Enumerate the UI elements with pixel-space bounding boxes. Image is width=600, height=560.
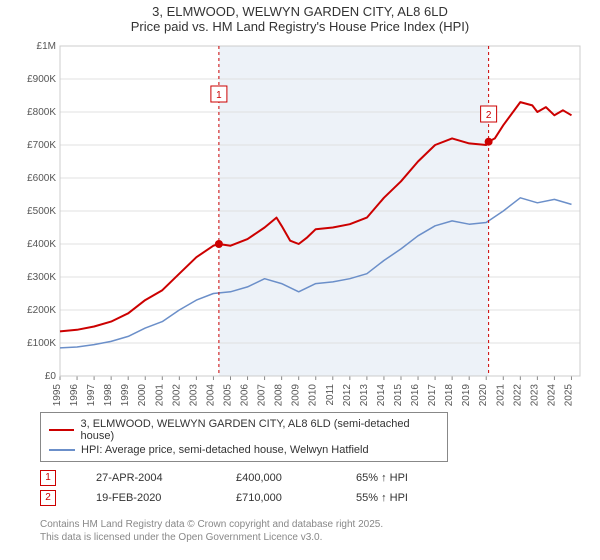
marker-hpi-1: 65% ↑ HPI [356, 472, 436, 484]
legend-swatch-2 [49, 449, 75, 451]
svg-text:2016: 2016 [410, 384, 421, 406]
svg-text:2001: 2001 [154, 384, 165, 406]
marker-price-2: £710,000 [236, 492, 316, 504]
svg-text:2002: 2002 [171, 384, 182, 406]
marker-row: 1 27-APR-2004 £400,000 65% ↑ HPI [40, 468, 600, 488]
svg-text:£600K: £600K [27, 173, 56, 184]
legend-label-2: HPI: Average price, semi-detached house,… [81, 444, 369, 456]
svg-text:£900K: £900K [27, 74, 56, 85]
svg-text:1998: 1998 [103, 384, 114, 406]
svg-text:£1M: £1M [37, 41, 56, 52]
svg-text:£800K: £800K [27, 107, 56, 118]
svg-text:2013: 2013 [359, 384, 370, 406]
svg-text:2014: 2014 [376, 384, 387, 406]
marker-date-1: 27-APR-2004 [96, 472, 196, 484]
svg-text:£100K: £100K [27, 338, 56, 349]
svg-text:2006: 2006 [240, 384, 251, 406]
legend-item: HPI: Average price, semi-detached house,… [49, 443, 439, 457]
legend-item: 3, ELMWOOD, WELWYN GARDEN CITY, AL8 6LD … [49, 417, 439, 443]
title-line2: Price paid vs. HM Land Registry's House … [0, 19, 600, 34]
svg-text:2023: 2023 [529, 384, 540, 406]
svg-text:2005: 2005 [222, 384, 233, 406]
svg-text:£0: £0 [45, 371, 57, 382]
svg-text:2018: 2018 [444, 384, 455, 406]
svg-text:2: 2 [486, 110, 492, 121]
svg-text:2020: 2020 [478, 384, 489, 406]
marker-hpi-2: 55% ↑ HPI [356, 492, 436, 504]
chart-area: £0 £100K £200K £300K £400K £500K £600K £700K £80… [10, 36, 590, 406]
svg-text:2019: 2019 [461, 384, 472, 406]
chart-svg: £0 £100K £200K £300K £400K £500K £600K £700K £80… [10, 36, 590, 406]
svg-text:2022: 2022 [512, 384, 523, 406]
svg-text:2017: 2017 [427, 384, 438, 406]
svg-text:1999: 1999 [120, 384, 131, 406]
svg-text:2021: 2021 [495, 384, 506, 406]
attribution: Contains HM Land Registry data © Crown c… [40, 518, 600, 544]
svg-text:2004: 2004 [205, 384, 216, 406]
svg-text:2010: 2010 [308, 384, 319, 406]
svg-text:2007: 2007 [257, 384, 268, 406]
marker-row: 2 19-FEB-2020 £710,000 55% ↑ HPI [40, 488, 600, 508]
legend-swatch-1 [49, 429, 74, 431]
svg-text:1995: 1995 [52, 384, 63, 406]
svg-text:2012: 2012 [342, 384, 353, 406]
svg-text:£700K: £700K [27, 140, 56, 151]
svg-text:2011: 2011 [325, 384, 336, 406]
svg-text:2024: 2024 [546, 384, 557, 406]
svg-text:1996: 1996 [69, 384, 80, 406]
svg-text:1: 1 [216, 90, 222, 101]
svg-text:2015: 2015 [393, 384, 404, 406]
svg-text:£300K: £300K [27, 272, 56, 283]
marker-date-2: 19-FEB-2020 [96, 492, 196, 504]
svg-text:£200K: £200K [27, 305, 56, 316]
marker-table: 1 27-APR-2004 £400,000 65% ↑ HPI 2 19-FE… [40, 468, 600, 508]
title-line1: 3, ELMWOOD, WELWYN GARDEN CITY, AL8 6LD [0, 4, 600, 19]
svg-text:2025: 2025 [563, 384, 574, 406]
svg-text:2009: 2009 [291, 384, 302, 406]
attribution-line1: Contains HM Land Registry data © Crown c… [40, 518, 600, 531]
svg-text:£500K: £500K [27, 206, 56, 217]
attribution-line2: This data is licensed under the Open Gov… [40, 531, 600, 544]
legend: 3, ELMWOOD, WELWYN GARDEN CITY, AL8 6LD … [40, 412, 448, 462]
svg-text:£400K: £400K [27, 239, 56, 250]
marker-badge-2: 2 [40, 490, 56, 506]
svg-text:2000: 2000 [137, 384, 148, 406]
marker-badge-1: 1 [40, 470, 56, 486]
chart-title: 3, ELMWOOD, WELWYN GARDEN CITY, AL8 6LD … [0, 0, 600, 36]
marker-price-1: £400,000 [236, 472, 316, 484]
svg-text:2003: 2003 [188, 384, 199, 406]
legend-label-1: 3, ELMWOOD, WELWYN GARDEN CITY, AL8 6LD … [80, 418, 439, 442]
svg-text:1997: 1997 [86, 384, 97, 406]
svg-text:2008: 2008 [274, 384, 285, 406]
